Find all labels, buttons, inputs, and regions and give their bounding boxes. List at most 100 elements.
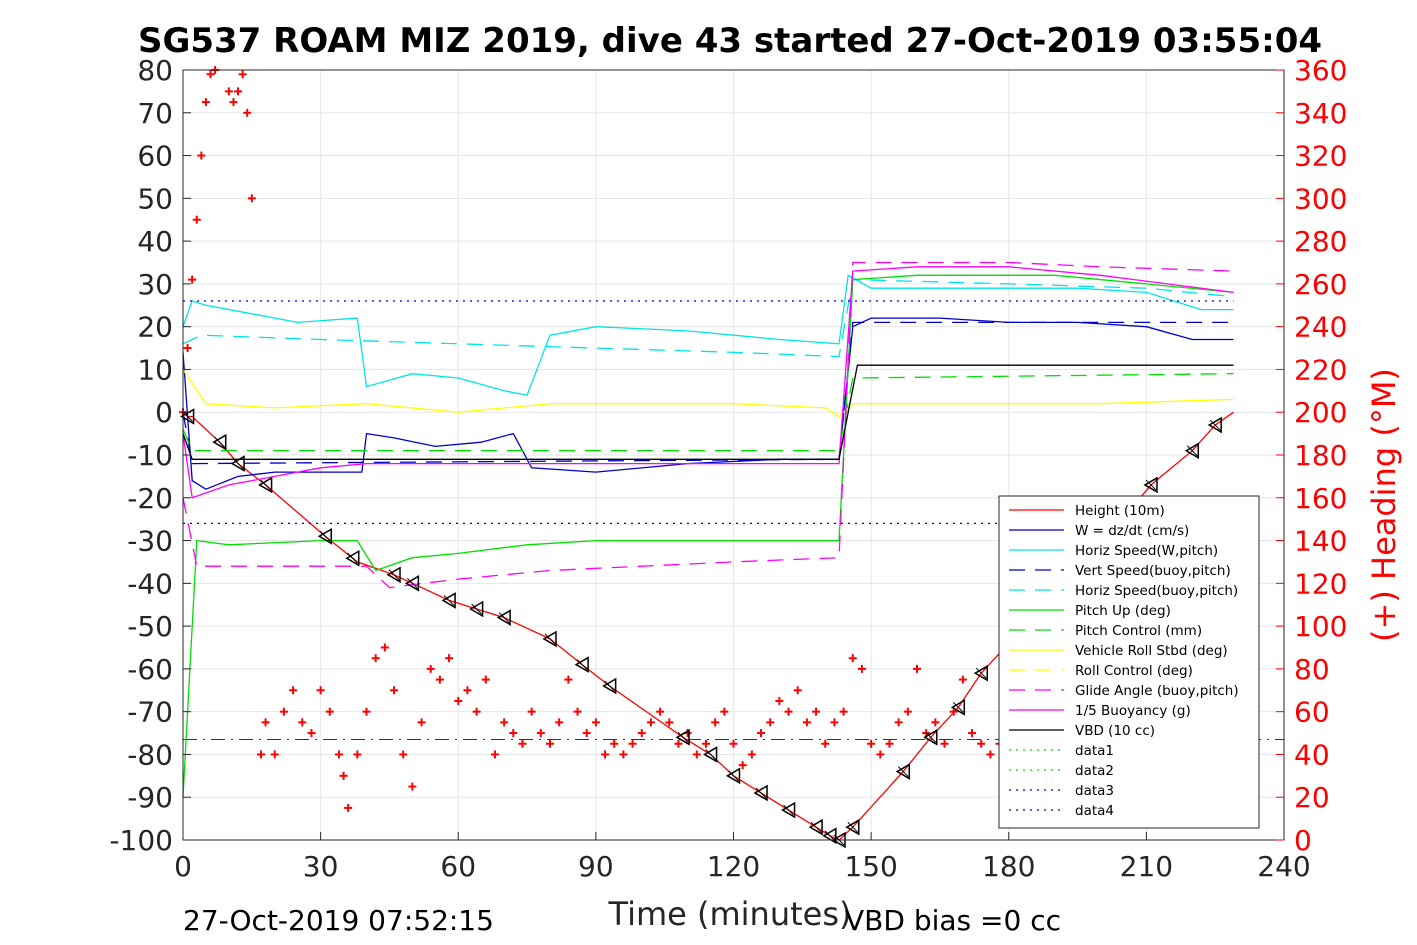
heading-point [582,729,591,738]
heading-point [500,718,509,727]
heading-point [206,70,215,79]
dive-marker [602,677,617,695]
heading-point [188,275,197,284]
heading-point [839,707,848,716]
heading-point [183,344,192,353]
y-tick-label: 40 [137,225,173,258]
series-line-vbd-10-cc- [182,364,1234,460]
heading-point [298,718,307,727]
legend-entry: Roll Control (deg) [1009,663,1193,679]
y-tick-label: -90 [127,781,173,814]
right-tick-label: 300 [1294,182,1347,215]
heading-point [637,729,646,738]
right-tick-label: 360 [1294,54,1347,87]
heading-point [334,750,343,759]
legend-label: Horiz Speed(buoy,pitch) [1075,583,1238,599]
x-tick-label: 30 [303,850,339,883]
heading-point [325,707,334,716]
heading-point [720,707,729,716]
right-tick-label: 240 [1294,311,1347,344]
heading-point [812,707,821,716]
dive-marker [808,818,823,836]
heading-point [435,675,444,684]
heading-point [238,70,247,79]
y-tick-label: -40 [127,567,173,600]
heading-point [344,803,353,812]
heading-point [527,707,536,716]
right-tick-label: 180 [1294,439,1347,472]
y-tick-label: 60 [137,140,173,173]
heading-point [243,108,252,117]
dive-marker [386,566,401,584]
right-tick-label: 80 [1294,653,1330,686]
series-line-vehicle-roll-stbd-deg- [182,369,1234,418]
dive-marker [781,801,796,819]
heading-layer [179,66,1013,812]
dive-marker [317,527,332,545]
x-tick-label: 0 [174,850,192,883]
x-axis-label: Time (minutes) [608,895,852,933]
legend-box [998,495,1260,829]
dive-marker [404,575,420,592]
footer-timestamp: 27-Oct-2019 07:52:15 [183,904,494,937]
heading-point [628,739,637,748]
heading-point [802,718,811,727]
legend-entry: W = dz/dt (cm/s) [1009,523,1189,539]
y-tick-label: 20 [137,311,173,344]
heading-point [986,750,995,759]
heading-point [619,750,628,759]
legend-entry: data3 [1009,783,1114,799]
y-tick-label: -70 [127,696,173,729]
x-tick-label: 180 [982,850,1035,883]
heading-point [646,718,655,727]
heading-point [903,707,912,716]
heading-point [380,643,389,652]
dive-marker [230,455,245,472]
heading-point [968,729,977,738]
heading-point [601,750,610,759]
dive-marker [542,630,557,648]
right-tick-label: 340 [1294,97,1347,130]
legend-label: data4 [1075,803,1114,819]
dive-marker [923,729,938,746]
marker-layer [180,408,1222,849]
dive-marker [973,664,988,682]
footer-vbd-bias: VBD bias =0 cc [845,904,1061,937]
heading-point [490,750,499,759]
dive-marker [496,609,511,626]
right-tick-label: 220 [1294,353,1347,386]
series-line-1-5-buoyancy-g- [182,266,1234,499]
heading-point [247,194,256,203]
legend-entry: Pitch Control (mm) [1009,623,1202,639]
heading-point [201,98,210,107]
heading-point [197,151,206,160]
x-tick-label: 60 [440,850,476,883]
dive-marker [469,600,484,618]
heading-point [279,707,288,716]
heading-point [848,654,857,663]
heading-point [362,707,371,716]
dive-marker [753,784,768,802]
right-tick-label: 280 [1294,225,1347,258]
dive-marker [726,767,741,785]
y-tick-label: 80 [137,54,173,87]
heading-point [256,750,265,759]
heading-point [729,739,738,748]
heading-point [546,739,554,748]
heading-point [289,686,298,695]
heading-point [711,718,720,727]
right-axis-label: (+) Heading (°M) [1365,368,1403,642]
heading-point [192,215,201,224]
legend-entry: Vert Speed(buoy,pitch) [1009,563,1231,579]
heading-point [307,729,316,738]
heading-point [830,718,839,727]
heading-point [481,675,490,684]
legend-label: Roll Control (deg) [1075,663,1193,679]
heading-point [224,87,233,96]
dive-marker [441,592,456,609]
heading-point [591,718,600,727]
heading-point [270,750,279,759]
heading-point [867,739,876,748]
heading-point [390,686,399,695]
heading-point [876,750,885,759]
